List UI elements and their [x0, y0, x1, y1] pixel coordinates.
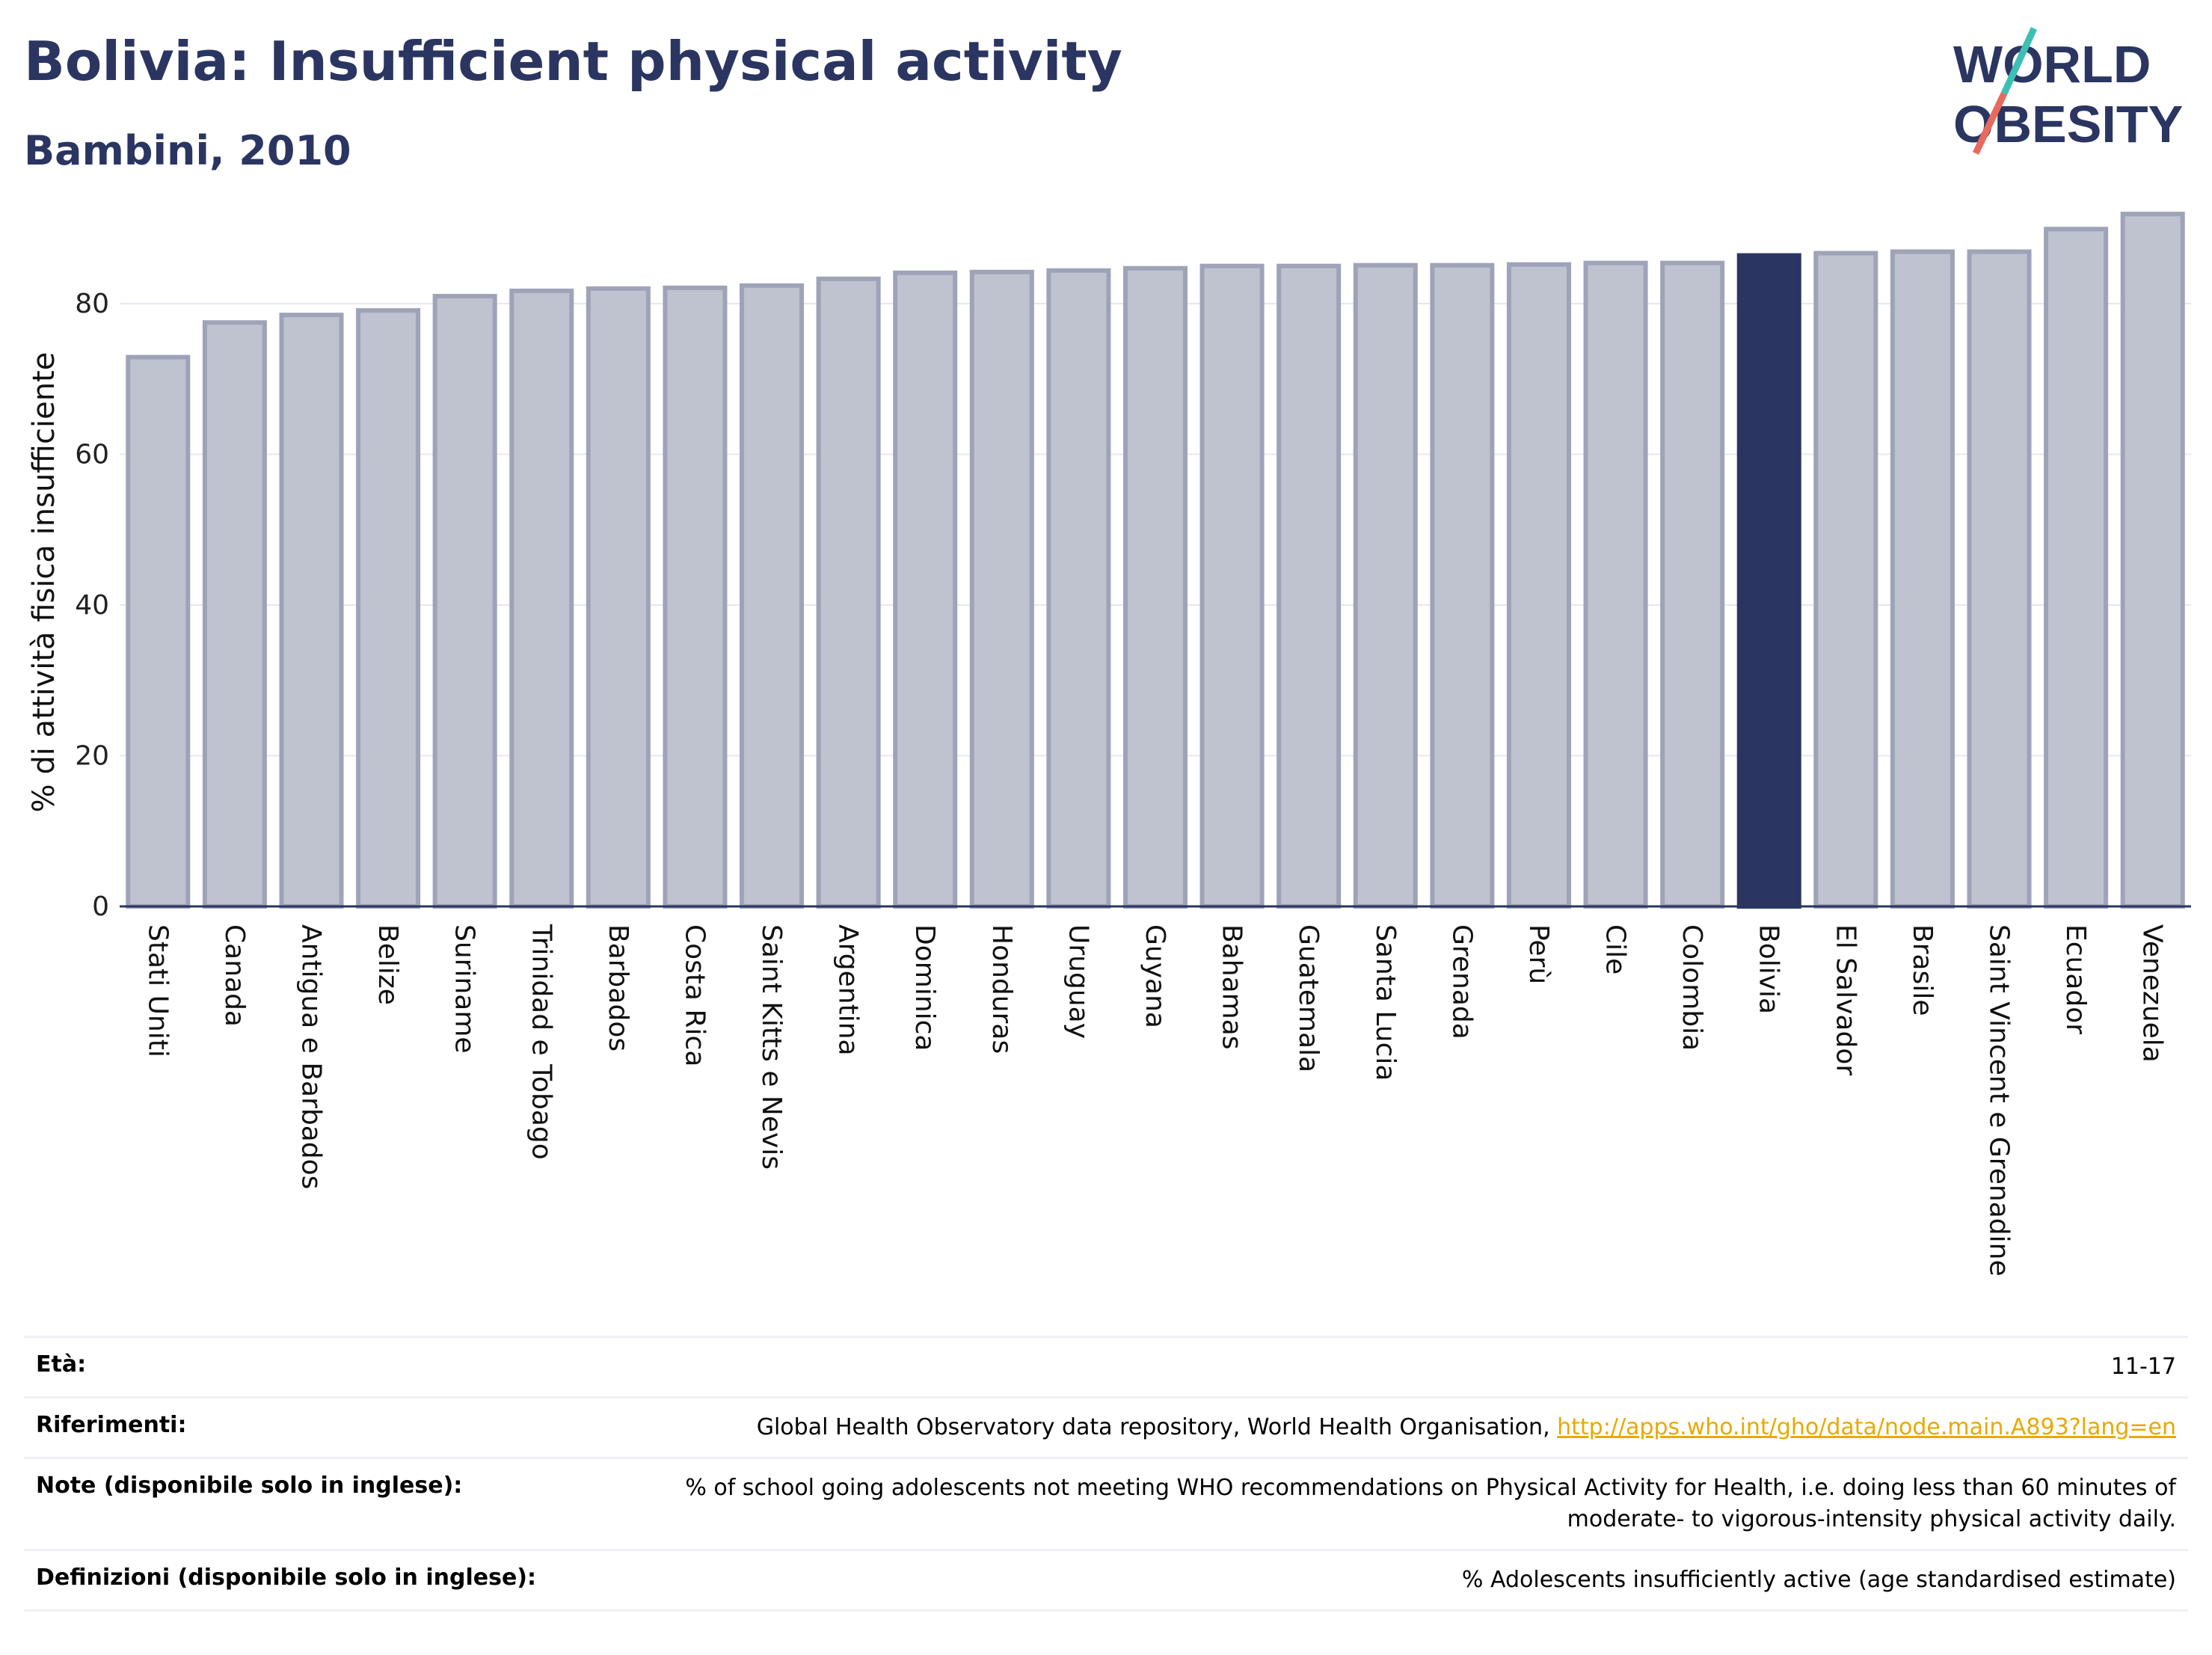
x-tick-label: Brasile [1907, 924, 1938, 1016]
x-tick-label: Costa Rica [679, 924, 710, 1066]
x-tick-label: Canada [219, 924, 250, 1027]
meta-label: Definizioni (disponibile solo in inglese… [36, 1565, 536, 1591]
bar [126, 354, 191, 909]
x-tick-label: Ecuador [2060, 924, 2091, 1034]
x-tick-label: Guyana [1140, 924, 1170, 1028]
logo-slash-bottom [1972, 92, 2008, 155]
x-tick-label: Dominica [909, 924, 940, 1051]
meta-value: Global Health Observatory data repositor… [756, 1414, 1558, 1440]
x-tick-label: Saint Kitts e Nevis [756, 924, 787, 1170]
logo-slash-top [2000, 27, 2038, 95]
meta-value-wrapper: Global Health Observatory data repositor… [757, 1412, 2176, 1443]
bar [1199, 263, 1265, 909]
x-tick-label: Suriname [449, 924, 480, 1054]
bar [1506, 262, 1571, 909]
meta-row-definitions: Definizioni (disponibile solo in inglese… [24, 1549, 2188, 1612]
bar-chart: 0 20 40 60 80 Stati Uniti Canada Antigua e Bar… [27, 212, 2191, 1277]
bar [1890, 249, 1955, 909]
bars [126, 212, 2185, 909]
x-tick-label: Saint Vincent e Grenadine [1984, 924, 2015, 1277]
bar [1046, 268, 1111, 909]
meta-value: % Adolescents insufficiently active (age… [1461, 1567, 2176, 1593]
x-tick-label: Colombia [1677, 924, 1707, 1051]
metadata-table: Età: 11-17 Riferimenti: Global Health Ob… [24, 1336, 2188, 1612]
x-tick-label: Honduras [986, 924, 1017, 1054]
x-tick-label: Trinidad e Tobago [526, 924, 556, 1160]
meta-row-age: Età: 11-17 [24, 1336, 2188, 1396]
bar [1736, 253, 1801, 909]
bar [663, 285, 728, 909]
bar [432, 293, 497, 909]
bar [1583, 260, 1648, 909]
bar [1967, 249, 2032, 909]
bar [2120, 212, 2185, 909]
x-tick-label: Bolivia [1754, 924, 1784, 1014]
bar [1430, 262, 1495, 909]
y-tick-label: 20 [75, 741, 109, 772]
bar [1660, 260, 1725, 909]
y-axis-ticks: 0 20 40 60 80 [75, 289, 109, 922]
reference-link[interactable]: http://apps.who.int/gho/data/node.main.A… [1557, 1414, 2176, 1440]
y-axis-label: % di attività fisica insufficiente [27, 352, 61, 813]
world-obesity-logo: WORLD OBESITY [1953, 27, 2183, 155]
x-axis-labels: Stati Uniti Canada Antigua e Barbados Beliz… [142, 924, 2167, 1277]
bar [1813, 251, 1878, 909]
meta-label: Riferimenti: [36, 1412, 187, 1438]
y-tick-label: 40 [75, 590, 109, 621]
meta-label: Note (disponibile solo in inglese): [36, 1473, 463, 1499]
logo-line1: WORLD [1953, 35, 2151, 93]
bar [816, 276, 881, 909]
bar [1122, 265, 1188, 909]
y-tick-label: 60 [75, 440, 109, 470]
x-tick-label: Bahamas [1217, 924, 1247, 1050]
y-tick-label: 80 [75, 289, 109, 319]
x-tick-label: Cile [1600, 924, 1631, 974]
bar [509, 288, 574, 909]
bar [969, 269, 1034, 909]
x-tick-label: Guatemala [1293, 924, 1324, 1072]
x-tick-label: Santa Lucia [1370, 924, 1401, 1081]
bar [1276, 263, 1342, 909]
bar [2044, 227, 2109, 909]
x-tick-label: Perù [1523, 924, 1554, 984]
bar [1353, 262, 1418, 909]
bar [893, 270, 958, 909]
meta-row-notes: Note (disponibile solo in inglese): % of… [24, 1457, 2188, 1549]
bar [279, 313, 344, 909]
bar [740, 283, 805, 909]
x-tick-label: Argentina [833, 924, 864, 1056]
x-tick-label: Uruguay [1063, 924, 1093, 1039]
bar [202, 320, 267, 909]
x-tick-label: Belize [372, 924, 403, 1005]
y-tick-label: 0 [92, 891, 109, 922]
x-tick-label: Stati Uniti [142, 924, 173, 1057]
bar [356, 308, 421, 909]
x-tick-label: Antigua e Barbados [295, 924, 326, 1189]
meta-value: 11-17 [2110, 1354, 2176, 1380]
x-tick-label: El Salvador [1830, 924, 1861, 1075]
meta-label: Età: [36, 1351, 87, 1378]
meta-row-references: Riferimenti: Global Health Observatory d… [24, 1396, 2188, 1457]
chart-title: Bolivia: Insufficient physical activity [24, 30, 1122, 93]
chart-subtitle: Bambini, 2010 [24, 127, 351, 174]
bar [586, 286, 651, 909]
x-tick-label: Venezuela [2137, 924, 2168, 1063]
x-tick-label: Grenada [1446, 924, 1477, 1040]
meta-value: % of school going adolescents not meetin… [685, 1475, 2176, 1532]
x-tick-label: Barbados [603, 924, 633, 1051]
